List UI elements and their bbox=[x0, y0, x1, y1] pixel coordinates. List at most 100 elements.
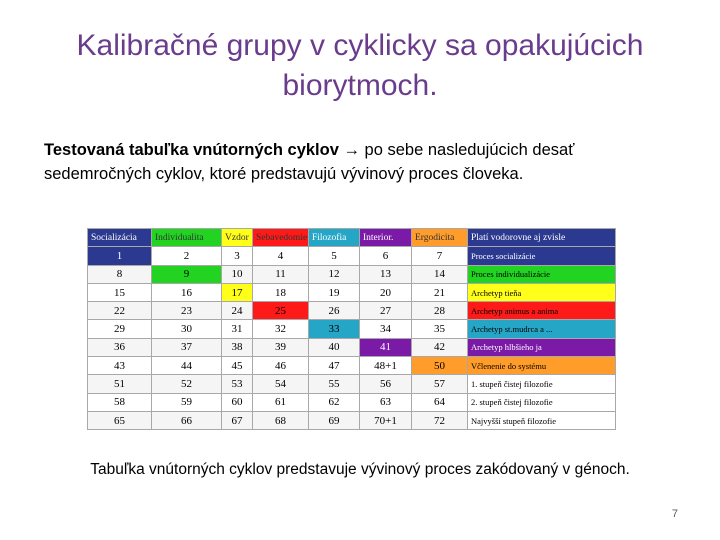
table-cell: 67 bbox=[221, 410, 253, 431]
table-row: 51 52 53 54 55 56 57 1. stupeň čistej fi… bbox=[87, 374, 616, 394]
slide-title: Kalibračné grupy v cyklicky sa opakujúci… bbox=[76, 29, 644, 102]
table-cell: 10 bbox=[221, 264, 253, 284]
table-cell: 66 bbox=[151, 410, 222, 431]
table-row: 58 59 60 61 62 63 64 2. stupeň čistej fi… bbox=[87, 392, 616, 412]
table-cell: 31 bbox=[221, 319, 253, 339]
table-cell: 59 bbox=[151, 392, 222, 412]
legend-cell: Proces individualizácie bbox=[467, 264, 616, 284]
table-cell: 53 bbox=[221, 374, 253, 394]
table-cell: 14 bbox=[411, 264, 468, 284]
table-cell: 45 bbox=[221, 356, 253, 376]
table-cell: 3 bbox=[221, 246, 253, 266]
table-cell: 64 bbox=[411, 392, 468, 412]
legend-cell: Archetyp hlbšieho ja bbox=[467, 337, 616, 358]
table-cell: 6 bbox=[359, 246, 412, 266]
table-header-row: Socializácia Individualita Vzdor Sebaved… bbox=[87, 227, 616, 248]
table-cell: 40 bbox=[308, 337, 360, 358]
header-cell: Interior. bbox=[359, 227, 412, 248]
header-cell: Individualita bbox=[151, 227, 222, 248]
table-cell: 8 bbox=[87, 264, 152, 284]
table-cell: 37 bbox=[151, 337, 222, 358]
table-row: 65 66 67 68 69 70+1 72 Najvyšší stupeň f… bbox=[87, 410, 616, 431]
table-cell: 46 bbox=[252, 356, 309, 376]
header-cell: Ergodicita bbox=[411, 227, 468, 248]
table-cell: 17 bbox=[221, 282, 253, 303]
header-cell: Vzdor bbox=[221, 227, 253, 248]
table-cell: 38 bbox=[221, 337, 253, 358]
table-cell: 47 bbox=[308, 356, 360, 376]
table-cell: 30 bbox=[151, 319, 222, 339]
legend-cell: Proces socializácie bbox=[467, 246, 616, 266]
header-cell: Filozofia bbox=[308, 227, 360, 248]
table-row: 8 9 10 11 12 13 14 Proces individualizác… bbox=[87, 264, 616, 284]
table-cell: 9 bbox=[151, 264, 222, 284]
legend-cell: Archetyp animus a anima bbox=[467, 301, 616, 321]
table-row: 36 37 38 39 40 41 42 Archetyp hlbšieho j… bbox=[87, 337, 616, 358]
table-cell: 44 bbox=[151, 356, 222, 376]
table-cell: 26 bbox=[308, 301, 360, 321]
table-row: 1 2 3 4 5 6 7 Proces socializácie bbox=[87, 246, 616, 266]
table-row: 15 16 17 18 19 20 21 Archetyp tieňa bbox=[87, 282, 616, 303]
header-cell: Platí vodorovne aj zvisle bbox=[467, 227, 616, 248]
table-cell: 28 bbox=[411, 301, 468, 321]
legend-cell: Najvyšší stupeň filozofie bbox=[467, 410, 616, 431]
table-cell: 48+1 bbox=[359, 356, 412, 376]
table-cell: 29 bbox=[87, 319, 152, 339]
table-cell: 13 bbox=[359, 264, 412, 284]
table-cell: 63 bbox=[359, 392, 412, 412]
table-cell: 70+1 bbox=[359, 410, 412, 431]
table-cell: 35 bbox=[411, 319, 468, 339]
table-cell: 72 bbox=[411, 410, 468, 431]
header-cell: Sebavedomie bbox=[252, 227, 309, 248]
legend-cell: 2. stupeň čistej filozofie bbox=[467, 392, 616, 412]
table-cell: 57 bbox=[411, 374, 468, 394]
table-cell: 55 bbox=[308, 374, 360, 394]
table-cell: 22 bbox=[87, 301, 152, 321]
table-row: 43 44 45 46 47 48+1 50 Včlenenie do syst… bbox=[87, 356, 616, 376]
page-number: 7 bbox=[671, 508, 678, 520]
table-cell: 41 bbox=[359, 337, 412, 358]
table-cell: 58 bbox=[87, 392, 152, 412]
legend-cell: Archetyp tieňa bbox=[467, 282, 616, 303]
table-cell: 33 bbox=[308, 319, 360, 339]
table-cell: 68 bbox=[252, 410, 309, 431]
table-cell: 54 bbox=[252, 374, 309, 394]
table-cell: 21 bbox=[411, 282, 468, 303]
intro-bold: Testovaná tabuľka vnútorných cyklov bbox=[44, 141, 339, 159]
table-cell: 20 bbox=[359, 282, 412, 303]
table-cell: 36 bbox=[87, 337, 152, 358]
table-cell: 23 bbox=[151, 301, 222, 321]
table-cell: 69 bbox=[308, 410, 360, 431]
intro-text: Testovaná tabuľka vnútorných cyklov → po… bbox=[44, 138, 684, 186]
table-cell: 56 bbox=[359, 374, 412, 394]
table-cell: 2 bbox=[151, 246, 222, 266]
table-cell: 34 bbox=[359, 319, 412, 339]
table-cell: 19 bbox=[308, 282, 360, 303]
table-cell: 60 bbox=[221, 392, 253, 412]
table-row: 29 30 31 32 33 34 35 Archetyp st.mudrca … bbox=[87, 319, 616, 339]
table-cell: 32 bbox=[252, 319, 309, 339]
table-cell: 12 bbox=[308, 264, 360, 284]
header-cell: Socializácia bbox=[87, 227, 152, 248]
table-row: 22 23 24 25 26 27 28 Archetyp animus a a… bbox=[87, 301, 616, 321]
table-cell: 39 bbox=[252, 337, 309, 358]
table-cell: 65 bbox=[87, 410, 152, 431]
cycles-table: Socializácia Individualita Vzdor Sebaved… bbox=[87, 227, 616, 431]
table-caption: Tabuľka vnútorných cyklov predstavuje vý… bbox=[90, 461, 630, 478]
table-cell: 16 bbox=[151, 282, 222, 303]
table-cell: 42 bbox=[411, 337, 468, 358]
table-cell: 61 bbox=[252, 392, 309, 412]
table-cell: 4 bbox=[252, 246, 309, 266]
table-cell: 52 bbox=[151, 374, 222, 394]
table-cell: 62 bbox=[308, 392, 360, 412]
table-cell: 5 bbox=[308, 246, 360, 266]
table-cell: 50 bbox=[411, 356, 468, 376]
table-cell: 15 bbox=[87, 282, 152, 303]
table-cell: 25 bbox=[252, 301, 309, 321]
legend-cell: Včlenenie do systému bbox=[467, 356, 616, 376]
table-cell: 27 bbox=[359, 301, 412, 321]
table-cell: 43 bbox=[87, 356, 152, 376]
legend-cell: 1. stupeň čistej filozofie bbox=[467, 374, 616, 394]
table-cell: 24 bbox=[221, 301, 253, 321]
table-cell: 11 bbox=[252, 264, 309, 284]
